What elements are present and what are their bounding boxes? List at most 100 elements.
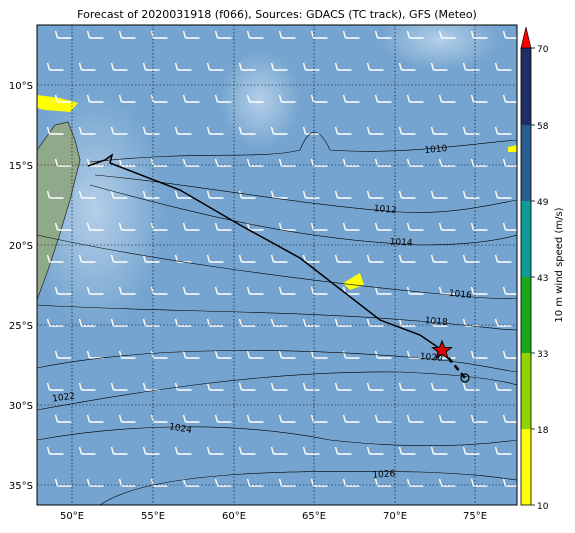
wind-barb	[374, 222, 392, 231]
wind-barb	[238, 382, 256, 391]
wind-barb	[462, 382, 480, 391]
wind-barb	[118, 414, 136, 423]
wind-barb	[366, 446, 384, 455]
wind-barb	[302, 446, 320, 455]
colorbar-tick-label: 18	[537, 426, 549, 436]
wind-barb	[174, 126, 192, 135]
wind-barb	[46, 382, 64, 391]
wind-barb	[54, 350, 72, 359]
wind-barb	[246, 414, 264, 423]
wind-barb	[462, 62, 480, 71]
wind-barb	[182, 222, 200, 231]
wind-barb	[238, 254, 256, 263]
graticule	[37, 25, 517, 505]
wind-barb	[270, 382, 288, 391]
wind-barb	[470, 414, 488, 423]
lat-label: 25°S	[9, 321, 33, 332]
wind-barb	[174, 446, 192, 455]
isobar-label: 1020	[419, 352, 443, 364]
wind-barb	[502, 30, 517, 39]
wind-barb	[470, 286, 488, 295]
wind-barb	[310, 158, 328, 167]
wind-barb	[214, 286, 232, 295]
wind-barb	[174, 382, 192, 391]
wind-barb	[118, 286, 136, 295]
isobar-label: 1024	[168, 422, 193, 436]
wind-yellow	[37, 95, 78, 112]
axes: 50°E 55°E 60°E 65°E 70°E 75°E 10°S 15°S 20°S 25°S…	[9, 81, 487, 522]
wind-barb	[238, 62, 256, 71]
wind-barb	[334, 190, 352, 199]
wind-barb	[54, 286, 72, 295]
wind-barb	[206, 446, 224, 455]
lon-label: 70°E	[383, 511, 407, 522]
wind-barb	[302, 254, 320, 263]
wind-barb	[302, 318, 320, 327]
wind-barb	[310, 222, 328, 231]
wind-barb	[334, 446, 352, 455]
wind-barb	[238, 190, 256, 199]
wind-barb	[214, 414, 232, 423]
map-frame	[36, 24, 518, 506]
wind-barb	[206, 126, 224, 135]
wind-barb	[78, 126, 96, 135]
wind-barb	[110, 382, 128, 391]
wind-barb	[310, 478, 328, 487]
wind-barb	[214, 30, 232, 39]
wind-barb	[310, 414, 328, 423]
wind-barb	[398, 190, 416, 199]
lat-label: 35°S	[9, 481, 33, 492]
wind-barb	[502, 222, 517, 231]
wind-barb	[494, 382, 512, 391]
wind-barb	[366, 382, 384, 391]
lon-label: 60°E	[222, 511, 246, 522]
wind-barb	[182, 414, 200, 423]
wind-barb	[502, 286, 517, 295]
wind-barb	[182, 350, 200, 359]
wind-barb	[502, 478, 517, 487]
wind-barb	[246, 222, 264, 231]
wind-shade	[380, 25, 500, 70]
wind-barb	[118, 30, 136, 39]
wind-barb	[438, 222, 456, 231]
wind-barb	[494, 318, 512, 327]
wind-barb	[54, 30, 72, 39]
wind-barb	[150, 350, 168, 359]
wind-barb	[278, 30, 296, 39]
wind-barb	[398, 382, 416, 391]
wind-barb	[118, 94, 136, 103]
wind-barb	[406, 286, 424, 295]
wind-barb	[470, 222, 488, 231]
wind-barb	[398, 446, 416, 455]
tc-forecast-track	[441, 349, 466, 379]
wind-barb	[430, 190, 448, 199]
wind-barb	[334, 254, 352, 263]
wind-barb	[462, 126, 480, 135]
map-area: 1010 1012 1014 1016 1018 1020 1022 1024 1026	[37, 25, 517, 505]
colorbar-label: 10 m wind speed (m/s)	[554, 207, 565, 322]
isobars	[37, 132, 517, 505]
wind-barb	[406, 222, 424, 231]
wind-barb	[150, 94, 168, 103]
wind-barb	[438, 414, 456, 423]
wind-barb	[398, 126, 416, 135]
wind-barb	[366, 190, 384, 199]
lon-label: 75°E	[463, 511, 487, 522]
wind-barb	[270, 318, 288, 327]
wind-barb	[86, 222, 104, 231]
wind-barb	[502, 158, 517, 167]
lat-label: 30°S	[9, 401, 33, 412]
wind-barb	[470, 94, 488, 103]
wind-barb	[470, 158, 488, 167]
colorbar: 10 18 33 43 49 58 70 10 m wind speed (m/s)	[520, 26, 565, 512]
wind-barb	[310, 286, 328, 295]
wind-barb	[246, 30, 264, 39]
wind-barb	[142, 62, 160, 71]
wind-barb	[494, 446, 512, 455]
wind-barb	[46, 62, 64, 71]
wind-barb	[214, 158, 232, 167]
wind-barb	[214, 94, 232, 103]
wind-barb	[270, 62, 288, 71]
wind-barb	[86, 286, 104, 295]
wind-barb	[502, 94, 517, 103]
